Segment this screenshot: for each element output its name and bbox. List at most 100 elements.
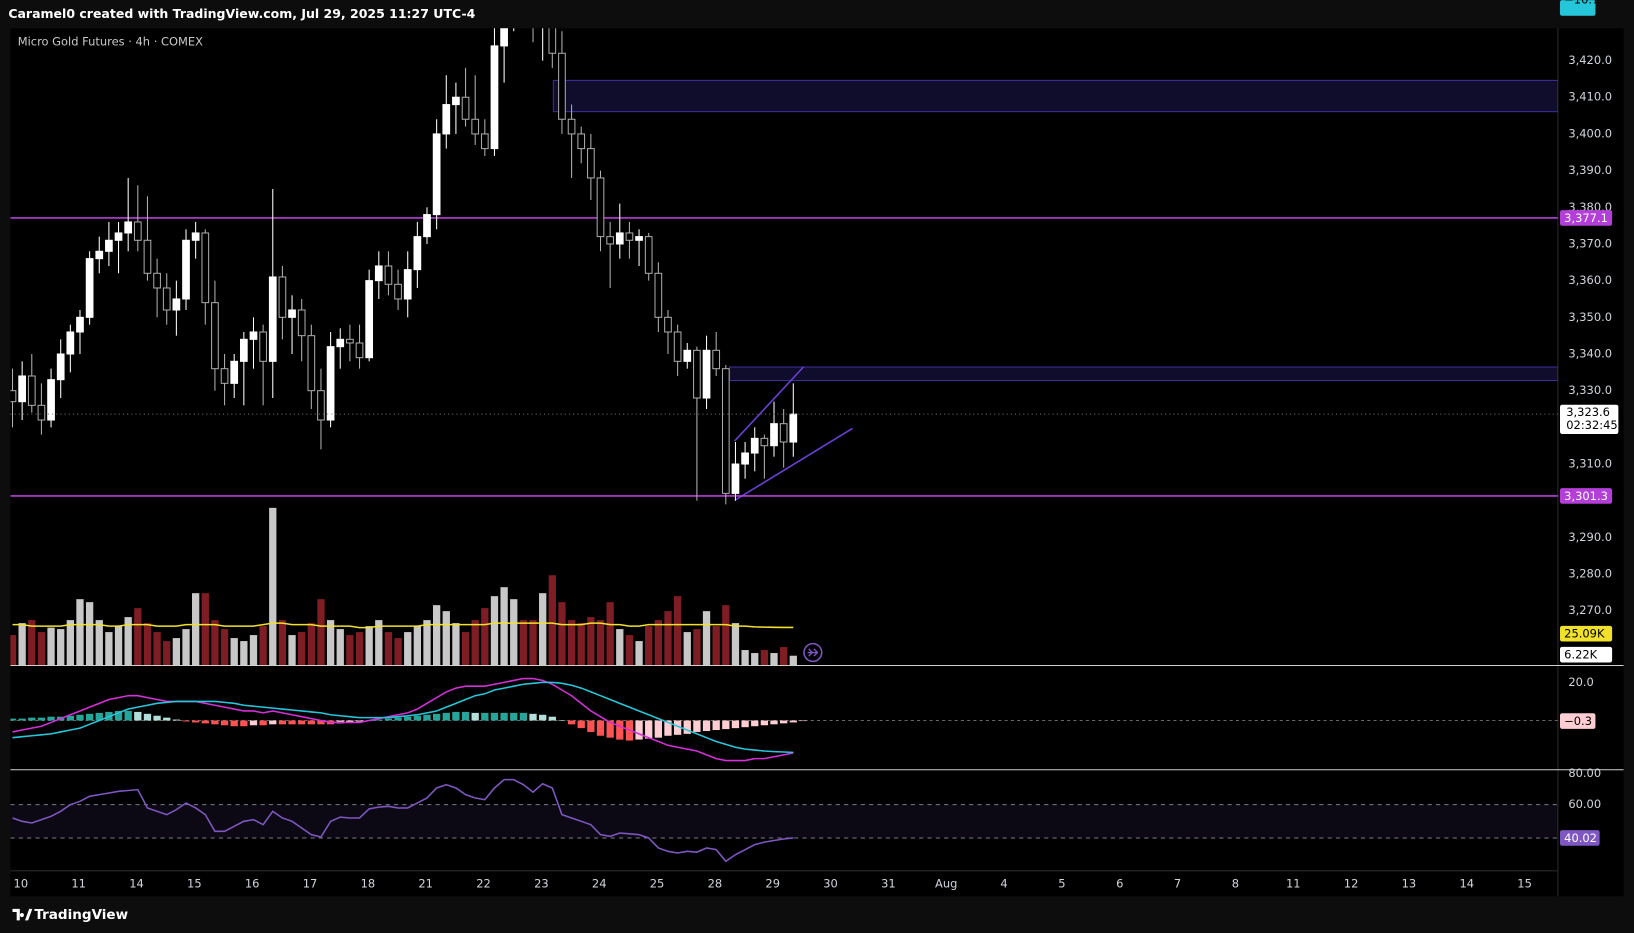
axis-tag-bg <box>1560 0 1596 16</box>
candle-body <box>760 437 769 447</box>
histogram-bar <box>307 720 315 725</box>
candle-body <box>95 250 104 260</box>
x-tick-label: 8 <box>1232 876 1239 890</box>
x-tick-label: 14 <box>1459 876 1474 890</box>
rsi-line <box>12 778 794 863</box>
volume-bar <box>220 629 229 666</box>
volume-bar <box>461 632 470 666</box>
axis-tag: 3,377.1 <box>1564 211 1608 225</box>
x-tick-label: 29 <box>765 876 780 890</box>
candle-body <box>124 221 133 234</box>
histogram-bar <box>722 720 730 730</box>
y-tick-label: 3,370.0 <box>1568 236 1612 250</box>
volume-bar <box>394 638 402 666</box>
volume-bar <box>105 632 113 666</box>
volume-bar <box>269 507 277 666</box>
volume-bar <box>577 623 585 666</box>
candle-body <box>577 133 586 150</box>
histogram-bar <box>432 713 441 721</box>
volume-bar <box>539 593 547 666</box>
y-tick-label: 3,280.0 <box>1568 567 1612 581</box>
candle-body <box>500 28 508 47</box>
histogram-bar <box>702 720 711 731</box>
rsi-pane <box>10 778 1558 863</box>
axis-tag-bg <box>1560 625 1613 642</box>
candle-body <box>635 236 643 241</box>
histogram-bar <box>654 720 662 738</box>
histogram-bar <box>394 717 402 721</box>
chart-title: Micro Gold Futures · 4h · COMEX <box>18 34 203 48</box>
x-tick-label: Aug <box>935 876 957 890</box>
candle-body <box>37 404 46 421</box>
axis-tag-bg <box>1560 646 1613 663</box>
volume-bar <box>664 611 672 666</box>
y-tick-label: 3,290.0 <box>1568 530 1612 544</box>
volume-bar <box>654 620 662 666</box>
candle-body <box>374 265 383 282</box>
histogram-bar <box>10 718 17 721</box>
histogram-bar <box>230 720 238 727</box>
volume-bar <box>230 638 238 666</box>
candle-body <box>249 331 258 340</box>
signal-line <box>12 681 794 754</box>
volume-bar <box>249 635 258 666</box>
histogram-bar <box>712 720 720 731</box>
candle-body <box>403 269 412 300</box>
candle-body <box>278 276 287 318</box>
axis-tag-bg <box>1560 713 1596 729</box>
x-tick-label: 18 <box>361 876 376 890</box>
histogram-bar <box>259 720 267 726</box>
volume-bar <box>751 653 759 666</box>
volume-bar <box>317 599 325 666</box>
logo <box>12 908 33 921</box>
axis-tag-bg <box>1560 488 1613 504</box>
footer: TradingView <box>34 907 128 923</box>
candle-body <box>654 272 663 318</box>
candle-body <box>10 390 17 403</box>
candle-body <box>114 232 123 241</box>
histogram-bar <box>673 720 682 735</box>
histogram-bar <box>269 720 277 725</box>
volume-bar <box>124 617 132 666</box>
histogram-bar <box>567 720 576 725</box>
x-tick-label: 12 <box>1344 876 1359 890</box>
axis-tag: 3,323.6 <box>1566 405 1610 419</box>
volume-bar <box>365 626 373 666</box>
candle-body <box>153 272 161 289</box>
y-tick-label: 3,390.0 <box>1568 163 1612 177</box>
candle-body <box>355 342 364 359</box>
candle-body <box>384 265 393 285</box>
volume-bar <box>616 629 624 666</box>
candle-body <box>346 338 354 344</box>
candle-body <box>625 232 634 241</box>
footer-bar <box>0 896 1634 933</box>
histogram-bar <box>18 718 26 721</box>
candle-body <box>442 104 451 135</box>
histogram-bar <box>95 712 103 721</box>
volume-bar <box>143 623 152 666</box>
x-tick-label: 30 <box>823 876 838 890</box>
price-pane <box>10 28 1558 666</box>
histogram-bar <box>423 714 431 721</box>
volume-bar <box>278 620 287 666</box>
volume-bar <box>423 620 431 666</box>
histogram-bar <box>442 712 450 721</box>
candle-body <box>644 236 653 274</box>
volume-bar <box>625 635 634 666</box>
volume-bar <box>760 650 769 666</box>
candle-body <box>133 221 142 241</box>
volume-bar <box>85 602 94 666</box>
y-tick-label: 20.0 <box>1568 675 1594 689</box>
volume-bar <box>384 632 393 666</box>
volume-bar <box>741 650 749 666</box>
replay-icon[interactable] <box>803 642 823 663</box>
histogram-bar <box>172 719 181 721</box>
candle-body <box>471 118 480 135</box>
x-tick-label: 15 <box>1517 876 1532 890</box>
candle-body <box>365 280 374 359</box>
histogram-bar <box>587 720 595 732</box>
x-tick-label: 23 <box>534 876 549 890</box>
candle-body <box>18 375 27 403</box>
y-tick-label: 3,410.0 <box>1568 90 1612 104</box>
volume-bar <box>645 626 653 666</box>
